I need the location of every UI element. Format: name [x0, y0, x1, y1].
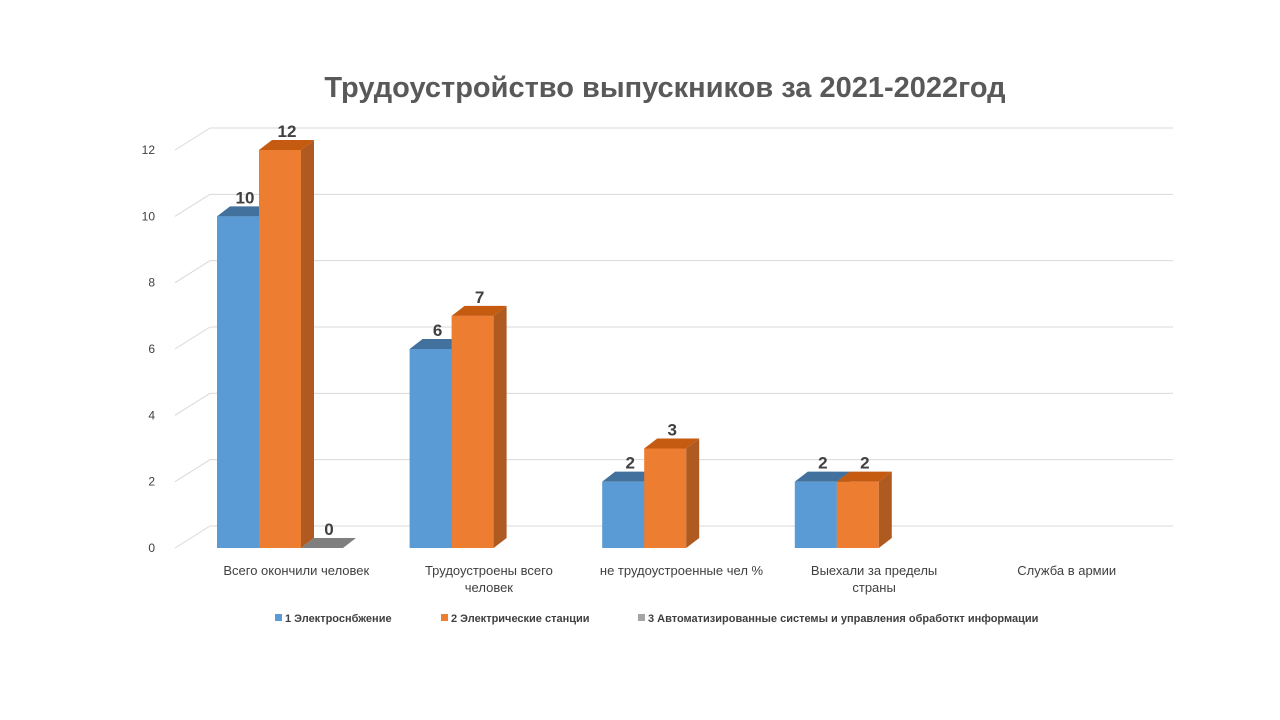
y-tick-label: 0: [148, 541, 155, 555]
data-label: 7: [475, 288, 484, 307]
y-tick-label: 10: [142, 209, 156, 223]
labels-layer: 10 12 0 Всего окончили человек 6 7 Трудоустрое…: [223, 122, 1116, 595]
gridline-diagonal: [174, 260, 211, 284]
bar: [451, 305, 507, 548]
bar-front: [451, 315, 494, 548]
grid-layer: 0 2 4 6 8 10 12: [142, 127, 1173, 555]
y-tick-label: 2: [148, 475, 155, 489]
legend: 1 Электроснбжение 2 Электрические станции…: [275, 613, 1038, 625]
bars-layer: [217, 140, 892, 549]
data-label: 2: [860, 454, 869, 473]
data-label: 2: [625, 454, 634, 473]
legend-swatch: [638, 614, 645, 621]
gridline-diagonal: [174, 525, 211, 549]
gridline-diagonal: [174, 392, 211, 416]
bar: [301, 538, 356, 548]
bar: [836, 471, 892, 548]
bar-top: [451, 305, 507, 316]
bar-side: [493, 305, 507, 548]
legend-label: 2 Электрические станции: [451, 613, 590, 625]
data-label: 0: [324, 520, 333, 539]
bar-front: [409, 349, 452, 548]
y-tick-label: 12: [142, 143, 156, 157]
y-tick-label: 8: [148, 276, 155, 290]
y-tick-label: 6: [148, 342, 155, 356]
bar-top: [301, 538, 356, 548]
x-tick-label: Трудоустроены всего человек: [425, 563, 553, 595]
data-label: 2: [818, 454, 827, 473]
chart-title: Трудоустройство выпускников за 2021-2022…: [324, 72, 1005, 104]
bar: [644, 438, 700, 548]
bar-top: [644, 438, 700, 449]
legend-swatch: [441, 614, 448, 621]
legend-label: 1 Электроснбжение: [285, 613, 392, 625]
data-label: 3: [667, 421, 676, 440]
bar-top: [409, 339, 465, 349]
x-tick-label: Выехали за пределы страны: [811, 563, 937, 595]
bar-top: [217, 206, 272, 217]
x-tick-label: Служба в армии: [1017, 563, 1116, 578]
x-tick-label: не трудоустроенные чел %: [600, 563, 764, 578]
legend-label: 3 Автоматизированные системы и управлени…: [648, 613, 1038, 625]
bar-front: [644, 448, 687, 548]
data-label: 10: [236, 188, 255, 207]
bar: [259, 140, 314, 548]
bar-front: [259, 150, 301, 548]
gridline-diagonal: [174, 459, 211, 483]
bar-front: [836, 481, 879, 548]
legend-swatch: [275, 614, 282, 621]
bar-front: [794, 481, 837, 548]
bar: [794, 471, 850, 548]
bar-top: [836, 471, 892, 482]
bar-side: [878, 471, 892, 548]
gridline-diagonal: [174, 193, 211, 217]
y-tick-label: 4: [148, 408, 155, 422]
data-label: 12: [278, 122, 297, 141]
data-label: 6: [433, 321, 442, 340]
bar-top: [259, 140, 314, 150]
x-tick-label: Всего окончили человек: [223, 563, 369, 578]
gridline-diagonal: [174, 127, 211, 151]
bar-front: [602, 481, 645, 548]
bar-side: [301, 140, 314, 548]
bar-top: [602, 471, 658, 482]
bar-side: [686, 438, 700, 548]
bar-front: [217, 216, 259, 549]
bar-top: [794, 471, 850, 482]
gridline-diagonal: [174, 326, 211, 350]
